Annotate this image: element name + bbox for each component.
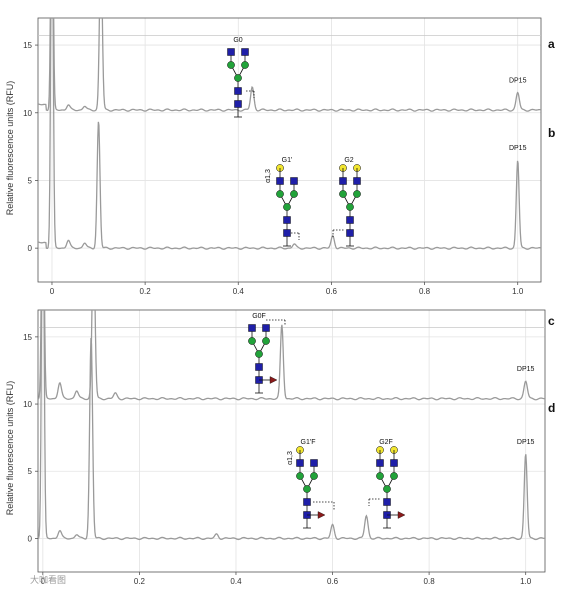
glycan-structures: G0 G1' α1,3 G2 G0F G1'F α1,3 G2F [227, 37, 406, 529]
annotation-dp15-b: DP15 [509, 145, 527, 152]
g0-glcnac-right [241, 48, 249, 56]
g1-glcnac-core-1 [283, 216, 291, 224]
watermark-text: 大咖看图 [30, 574, 66, 585]
g2f-mannose-core [383, 485, 391, 493]
g2-glcnac-core-2 [346, 229, 354, 237]
glycan-label-alpha13-d: α1,3 [287, 451, 294, 465]
annotation-dp15-c: DP15 [517, 366, 535, 373]
bottom-ytick-label-1: 5 [28, 467, 33, 476]
top-ytick-label-1: 5 [28, 176, 33, 185]
bottom-xtick-label-4: 0.8 [424, 577, 436, 586]
g1f-mannose-core [303, 485, 311, 493]
bottom-xtick-label-2: 0.4 [230, 577, 242, 586]
annotation-dp15-d: DP15 [517, 439, 535, 446]
bottom-ytick-label-2: 10 [23, 400, 32, 409]
g1f-glcnac-core-1 [303, 498, 311, 506]
g2f-mannose-left [376, 472, 384, 480]
trace-panel-c [38, 310, 545, 401]
top-xtick-label-0: 0 [50, 287, 55, 296]
g0-mannose-core [234, 74, 242, 82]
g0f-mannose-right [262, 337, 270, 345]
top-xtick-label-2: 0.4 [233, 287, 245, 296]
g0f-glcnac-right [262, 324, 270, 332]
g1-glcnac-core-2 [283, 229, 291, 237]
g1-mannose-left [276, 190, 284, 198]
trace-panel-d [38, 310, 545, 541]
g0f-mannose-left [248, 337, 256, 345]
glycan-label-g0f: G0F [252, 313, 266, 320]
top-xtick-label-1: 0.2 [140, 287, 152, 296]
annotation-dp15-a: DP15 [509, 77, 527, 84]
top-plot-frame [37, 17, 542, 283]
glycan-label-g2f: G2F [379, 439, 393, 446]
g2f-glcnac-right [390, 459, 398, 467]
g0-glcnac-core-2 [234, 100, 242, 108]
bottom-xtick-label-3: 0.6 [327, 577, 339, 586]
g2-glcnac-core-1 [346, 216, 354, 224]
g0f-fucose [269, 376, 278, 384]
top-xtick-label-4: 0.8 [419, 287, 431, 296]
g1f-mannose-right [310, 472, 318, 480]
g2-mannose-right [353, 190, 361, 198]
glycan-label-g2: G2 [344, 157, 353, 164]
g1f-glcnac-left [296, 459, 304, 467]
g0f-mannose-core [255, 350, 263, 358]
top-ytick-label-3: 15 [23, 41, 32, 50]
chart-top: Relative fluorescence units (RFU) a b 0 0… [5, 17, 555, 296]
glycan-label-g1f: G1'F [301, 439, 316, 446]
trace-panel-b [38, 18, 541, 250]
glycan-label-alpha13-b: α1,3 [265, 169, 272, 183]
glycan-label-g1: G1' [282, 157, 293, 164]
g2-mannose-core [346, 203, 354, 211]
g1f-fucose [317, 511, 326, 519]
g0-mannose-left [227, 61, 235, 69]
g2f-fucose [397, 511, 406, 519]
g0-glcnac-core-1 [234, 87, 242, 95]
g1-mannose-right [290, 190, 298, 198]
g0-mannose-right [241, 61, 249, 69]
panel-label-b: b [548, 126, 555, 140]
g0f-glcnac-core-1 [255, 363, 263, 371]
panel-label-c: c [548, 314, 555, 328]
g0f-glcnac-left [248, 324, 256, 332]
g1f-glcnac-right [310, 459, 318, 467]
g1f-mannose-left [296, 472, 304, 480]
g2-glcnac-left [339, 177, 347, 185]
g2-mannose-left [339, 190, 347, 198]
top-xtick-label-3: 0.6 [326, 287, 338, 296]
bottom-plot-frame [37, 309, 546, 573]
g1-glcnac-left [276, 177, 284, 185]
chart-bottom-ylabel: Relative fluorescence units (RFU) [5, 381, 15, 516]
g2f-glcnac-left [376, 459, 384, 467]
g2f-glcnac-core-1 [383, 498, 391, 506]
bottom-ytick-label-0: 0 [28, 534, 33, 543]
g0-glcnac-left [227, 48, 235, 56]
g1-mannose-core [283, 203, 291, 211]
bottom-ytick-label-3: 15 [23, 333, 32, 342]
g2f-mannose-right [390, 472, 398, 480]
glycan-label-g0: G0 [233, 37, 242, 44]
top-xtick-label-5: 1.0 [512, 287, 524, 296]
bottom-xtick-label-1: 0.2 [134, 577, 146, 586]
bottom-xtick-label-0: 0 [41, 577, 46, 586]
g1-glcnac-right [290, 177, 298, 185]
chart-bottom: Relative fluorescence units (RFU) c d 0 0… [5, 309, 555, 586]
g2-glcnac-right [353, 177, 361, 185]
trace-panel-a [38, 18, 541, 112]
panel-label-d: d [548, 401, 555, 415]
top-ytick-label-2: 10 [23, 109, 32, 118]
bottom-xtick-label-5: 1.0 [520, 577, 532, 586]
panel-label-a: a [548, 37, 555, 51]
top-ytick-label-0: 0 [28, 244, 33, 253]
chart-top-ylabel: Relative fluorescence units (RFU) [5, 81, 15, 216]
